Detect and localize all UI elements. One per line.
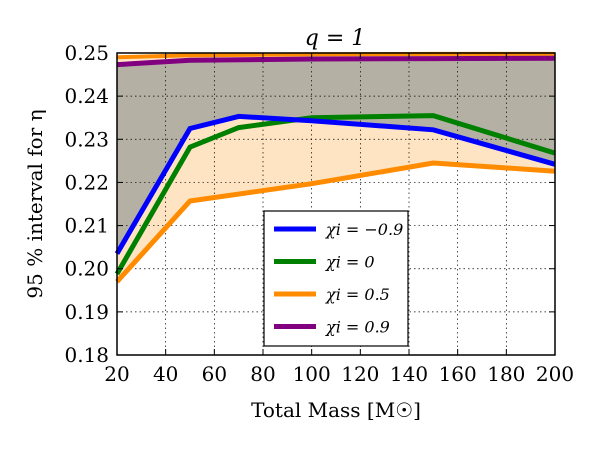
y-tick-label: 0.24 [64, 84, 109, 108]
chart-title: q = 1 [305, 26, 366, 51]
legend-label: χi = 0.5 [325, 285, 390, 304]
legend-label: χi = 0 [325, 253, 375, 272]
series-line-chi-0.5 [115, 160, 556, 284]
x-tick-label: 140 [390, 362, 428, 386]
legend-box [263, 210, 409, 347]
fills-layer [117, 53, 555, 282]
x-tick-label: 120 [341, 362, 379, 386]
x-axis-label: Total Mass [M☉] [251, 398, 421, 422]
x-tick-label: 40 [153, 362, 178, 386]
x-tick-label: 200 [536, 362, 574, 386]
ticks-layer: 20 40 60 80 100 120 140 160 180 200 0.18 0.19 0.20 0.… [64, 41, 574, 386]
y-tick-label: 0.20 [64, 257, 109, 281]
legend-label: χi = −0.9 [325, 220, 403, 239]
y-tick-label: 0.25 [64, 41, 109, 65]
y-axis-label: 95 % interval for η [23, 109, 47, 298]
x-tick-label: 80 [250, 362, 275, 386]
legend: χi = −0.9 χi = 0 χi = 0.5 χi = 0.9 [263, 210, 409, 347]
fill-band-chi-0.9 [117, 58, 555, 254]
x-tick-label: 100 [293, 362, 331, 386]
x-tick-label: 60 [202, 362, 227, 386]
legend-label: χi = 0.9 [325, 318, 390, 337]
y-tick-label: 0.21 [64, 214, 109, 238]
y-tick-label: 0.23 [64, 127, 109, 151]
y-tick-label: 0.22 [64, 170, 109, 194]
x-tick-label: 160 [439, 362, 477, 386]
x-tick-label: 20 [104, 362, 129, 386]
y-tick-label: 0.18 [64, 343, 109, 367]
x-tick-label: 180 [487, 362, 525, 386]
series-line-chi-0 [114, 113, 556, 276]
y-tick-label: 0.19 [64, 300, 109, 324]
series-line-chi-neg0.9 [114, 113, 556, 255]
plot-frame [116, 52, 556, 356]
